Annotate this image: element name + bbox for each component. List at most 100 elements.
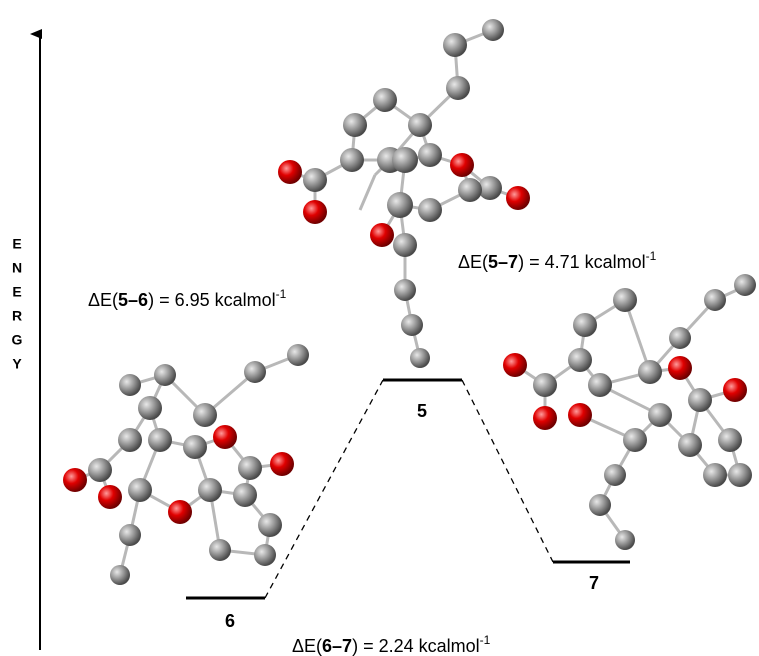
atom [110,565,130,585]
energy-annotation: ΔE(6–7) = 2.24 kcalmol-1 [292,633,491,656]
axis-letter: Y [12,356,22,372]
atom [638,360,662,384]
atom [394,279,416,301]
atom [270,452,294,476]
text: ) = 4.71 kcalmol [518,252,646,272]
atom [482,19,504,41]
atom [183,435,207,459]
atom [533,406,557,430]
atom [198,478,222,502]
atom [418,198,442,222]
atom [193,403,217,427]
atom [704,289,726,311]
atom [573,313,597,337]
text: ) = 2.24 kcalmol [352,636,480,656]
text: 5–6 [118,290,148,310]
state-label: 6 [225,611,235,631]
axis-letter: G [12,332,23,348]
energy-annotation: ΔE(5–7) = 4.71 kcalmol-1 [458,249,657,272]
atom [168,500,192,524]
atom [392,147,418,173]
atom [118,428,142,452]
atom [503,353,527,377]
atom [209,539,231,561]
text: -1 [276,287,287,301]
atom [278,160,302,184]
text: ) = 6.95 kcalmol [148,290,276,310]
atom [287,344,309,366]
atom [254,544,276,566]
text: ΔE( [88,290,118,310]
state-label: 5 [417,401,427,421]
atom [728,463,752,487]
atom [387,192,413,218]
atom [393,233,417,257]
text: ΔE( [458,252,488,272]
atom [589,494,611,516]
atom [450,153,474,177]
text: -1 [480,633,491,647]
atom [138,396,162,420]
state-label: 7 [589,573,599,593]
atom [604,464,626,486]
atom [98,485,122,509]
atom [148,428,172,452]
atom [258,513,282,537]
atom [568,403,592,427]
atom [446,76,470,100]
atom [723,378,747,402]
atom [668,356,692,380]
atom [303,200,327,224]
atom [340,148,364,172]
atom [669,327,691,349]
atom [303,168,327,192]
atom [568,348,592,372]
atom [678,433,702,457]
atom [401,314,423,336]
atom [734,274,756,296]
atom [119,524,141,546]
atom [373,88,397,112]
molecule-5 [278,19,530,368]
atom [418,143,442,167]
atom [458,178,482,202]
path-line [462,380,553,562]
text: ΔE( [292,636,322,656]
atom [410,348,430,368]
atom [238,456,262,480]
path-line [265,380,383,598]
atom [88,458,112,482]
atom [688,388,712,412]
energy-annotation: ΔE(5–6) = 6.95 kcalmol-1 [88,287,287,310]
atom [343,113,367,137]
atom [613,288,637,312]
atom [370,223,394,247]
atom [588,373,612,397]
atom [244,361,266,383]
text: 6–7 [322,636,352,656]
axis-letter: E [12,284,21,300]
atom [506,186,530,210]
axis-letter: R [12,308,22,324]
text: 5–7 [488,252,518,272]
atom [718,428,742,452]
atom [648,403,672,427]
atom [615,530,635,550]
molecule-7 [503,274,756,550]
atom [623,428,647,452]
atom [703,463,727,487]
text: -1 [646,249,657,263]
atom [233,483,257,507]
atom [119,374,141,396]
energy-diagram: E N E R G Y 5 6 7 ΔE(5–6) = 6.95 kcalmol… [0,0,759,656]
axis-letter: E [12,236,21,252]
atom [63,468,87,492]
molecule-6 [63,344,309,585]
atom [213,425,237,449]
atom [154,364,176,386]
atom [128,478,152,502]
atom [443,33,467,57]
atom [533,373,557,397]
atom [408,113,432,137]
axis-letter: N [12,260,22,276]
